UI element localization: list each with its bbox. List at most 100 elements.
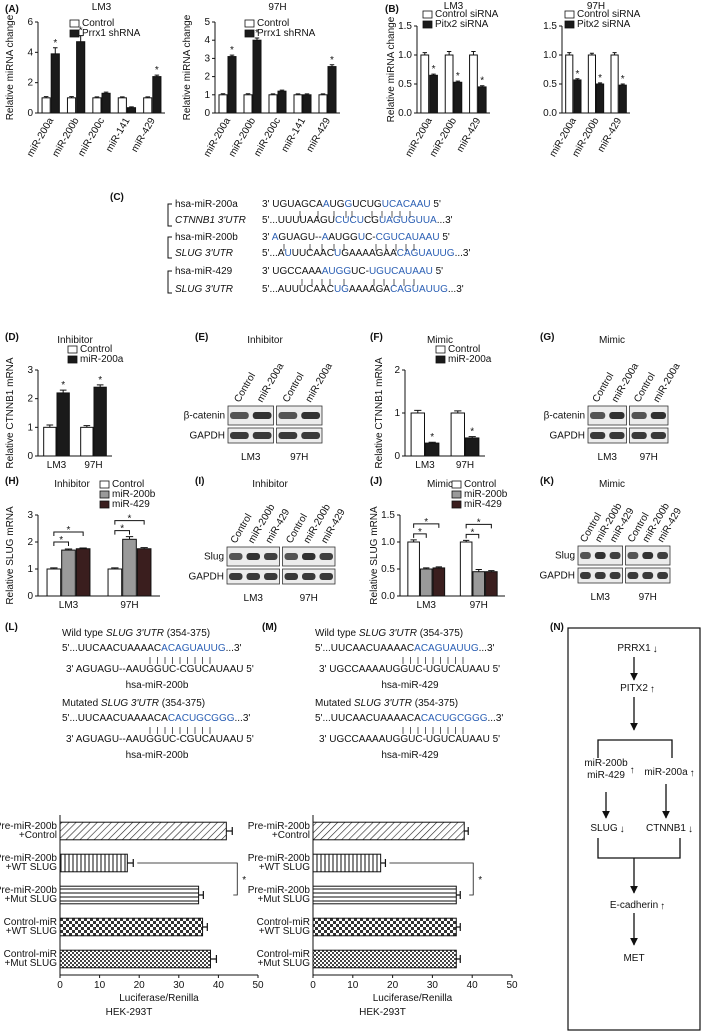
error-bar <box>50 567 58 569</box>
text-segment: 5' <box>433 266 443 277</box>
text-line: 5'...UUCAACUAAAACACACUGCGGG...3' <box>315 713 503 724</box>
legend-swatch <box>435 355 446 364</box>
bar <box>477 86 487 114</box>
error-bar <box>422 52 427 55</box>
x-tick-label: 10 <box>347 980 359 991</box>
y-tick-label: 0 <box>27 108 33 119</box>
y-tick-label: +WT SLUG <box>259 926 310 937</box>
significance-star: * <box>59 535 63 546</box>
text-segment: ACAGUAUUG <box>161 643 226 654</box>
bar <box>59 853 128 873</box>
legend-swatch <box>99 490 110 499</box>
bar <box>126 107 137 114</box>
y-tick-label: +Mut SLUG <box>4 958 57 969</box>
legend-label: miR-200a <box>448 354 492 365</box>
x-tick-label: LM3 <box>415 460 435 471</box>
blot-band <box>609 552 621 559</box>
node-arrow: ↓ <box>653 644 658 655</box>
blot-row-label: Slug <box>204 552 224 563</box>
text-segment: 5'...UUUUAAGU <box>262 215 335 226</box>
y-tick-label: +WT SLUG <box>259 862 310 873</box>
significance-bracket <box>465 533 480 539</box>
error-bar <box>589 52 594 55</box>
error-bar <box>612 52 617 55</box>
blot-band <box>229 573 243 580</box>
text-segment: CG <box>364 215 379 226</box>
y-axis-label: Relative CTNNB1 mRNA <box>5 357 16 468</box>
error-bar <box>79 547 87 549</box>
text-segment: 5'...AUUUCAAC <box>262 284 334 295</box>
bar <box>420 54 430 114</box>
x-tick-label: miR-429 <box>129 116 158 155</box>
significance-star: * <box>430 432 434 443</box>
blot-row-label: GAPDH <box>188 572 224 583</box>
blot-title: Inhibitor <box>247 335 283 346</box>
y-tick-label: 1.5 <box>381 510 395 521</box>
error-bar <box>414 409 422 413</box>
blot-band <box>230 412 249 419</box>
blot-band <box>302 553 316 560</box>
legend-label: Control siRNA <box>435 9 499 20</box>
text-line: 5'...AUUUCAACUGAAAAGAACAGUAUUG...3' <box>262 248 470 259</box>
text-segment: AAAAGA <box>349 284 390 295</box>
blot-frame <box>629 405 669 426</box>
text-segment: U <box>334 248 341 259</box>
bar <box>573 79 582 114</box>
y-tick-label: 1.0 <box>543 50 557 61</box>
significance-star: * <box>79 26 83 37</box>
chart-subtitle: HEK-293T <box>359 1007 406 1018</box>
significance-star: * <box>61 380 65 391</box>
y-tick-label: 1 <box>204 90 210 101</box>
text-line: 3' UGCCAAAAUGGUC-UGUCAUAAU 5' <box>319 664 500 675</box>
significance-star: * <box>120 524 124 535</box>
significance-star: * <box>242 875 246 886</box>
y-tick-label: 1.0 <box>398 50 412 61</box>
significance-bracket <box>465 523 492 529</box>
text-segment: SLUG 3'UTR <box>106 628 164 639</box>
error-bar <box>446 51 452 55</box>
error-bar <box>43 96 49 98</box>
panel-label: (L) <box>5 622 18 633</box>
text-line: 3' UGCCAAAAUGGUC-UGUCAUAAU 5' <box>262 266 443 277</box>
significance-bracket <box>114 520 145 525</box>
x-tick-label: 97H <box>84 460 102 471</box>
y-axis-label: Relative SLUG mRNA <box>369 506 380 605</box>
y-axis-label: Relative miRNA change <box>182 14 193 120</box>
node-label: miR-429 <box>587 770 625 781</box>
error-bar <box>154 74 160 77</box>
y-tick-label: 2 <box>204 72 210 83</box>
y-tick-label: 0 <box>394 451 400 462</box>
chart-title: Inhibitor <box>57 335 93 346</box>
panel-label: (M) <box>262 622 277 633</box>
text-line: hsa-miR-200b <box>175 232 238 243</box>
error-bar <box>140 547 148 549</box>
panel-label: (K) <box>540 476 554 487</box>
significance-star: * <box>255 28 259 39</box>
significance-star: * <box>478 875 482 886</box>
blot-band <box>642 572 654 579</box>
text-segment: hsa-miR-200b <box>126 680 189 691</box>
significance-bracket <box>114 530 130 535</box>
legend-swatch <box>244 19 255 28</box>
blot-band <box>657 552 668 559</box>
error-bar <box>202 923 208 931</box>
text-segment: GAAAAGAA <box>341 248 397 259</box>
bar <box>312 917 457 937</box>
y-tick-label: 1.5 <box>398 21 412 32</box>
text-segment: UG <box>329 199 344 210</box>
x-tick-label: miR-429 <box>305 116 334 155</box>
significance-star: * <box>128 514 132 525</box>
text-segment: 5'...UUCAACUAAAAC <box>62 643 161 654</box>
legend-swatch <box>99 480 110 489</box>
error-bar <box>245 93 251 95</box>
bar <box>75 548 91 597</box>
node-label: MET <box>623 953 644 964</box>
legend-swatch <box>422 10 433 19</box>
bar <box>243 94 253 114</box>
significance-star: * <box>575 69 579 80</box>
text-segment: (354-375) <box>164 628 210 639</box>
blot-group-label: 97H <box>290 452 308 463</box>
legend-swatch <box>99 500 110 509</box>
error-bar <box>567 52 572 55</box>
text-segment: Wild type <box>315 628 359 639</box>
